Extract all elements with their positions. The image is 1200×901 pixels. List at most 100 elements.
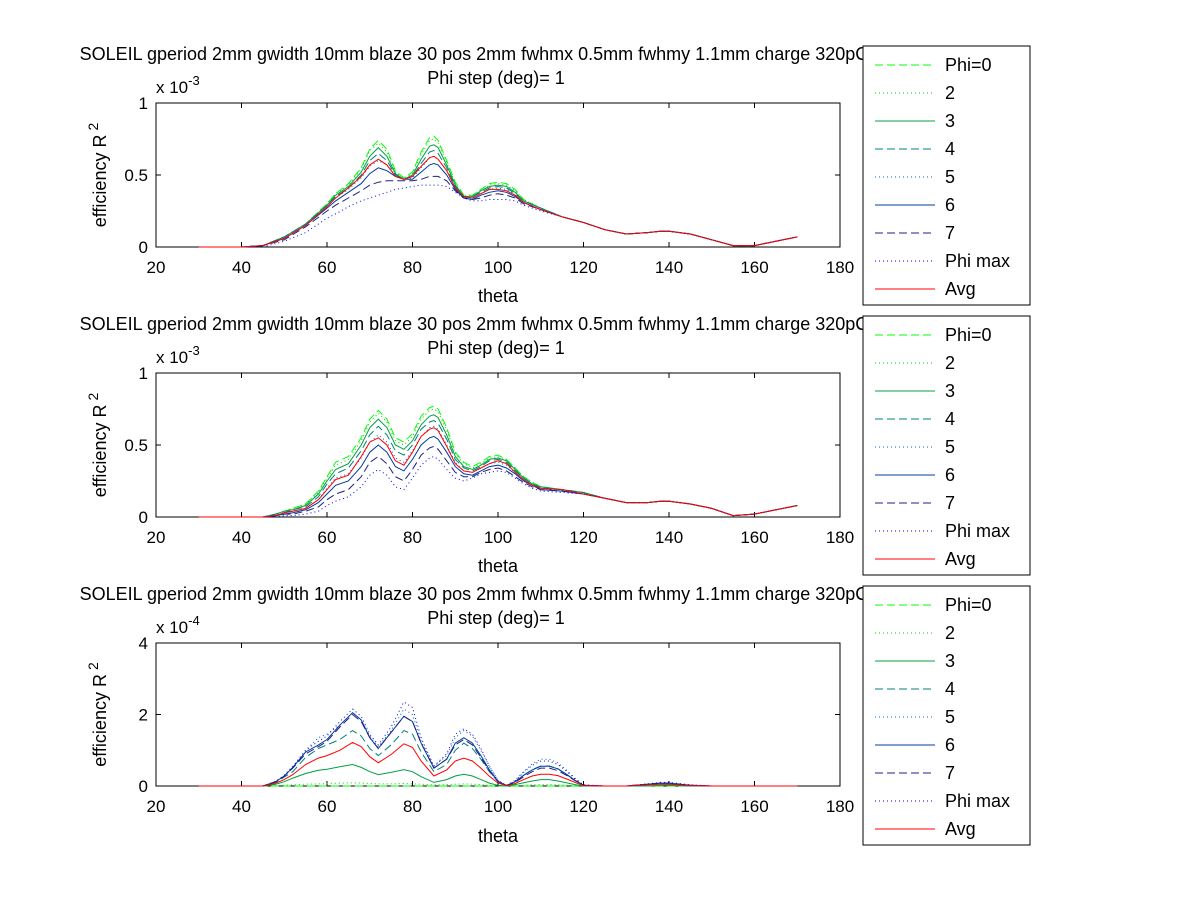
legend-label: 7 [945, 763, 955, 783]
series-line-avg [198, 741, 798, 787]
legend-label: 3 [945, 381, 955, 401]
x-tick-label: 120 [569, 528, 597, 547]
series-line-7 [198, 713, 798, 787]
series-line-avg [198, 427, 798, 518]
y-exponent-base: x 10 [156, 618, 188, 637]
plot-area [155, 642, 841, 787]
legend-label: 4 [945, 409, 955, 429]
series-line-4 [198, 419, 798, 518]
y-exponent-power: -4 [188, 613, 200, 628]
x-tick-label: 160 [740, 797, 768, 816]
x-tick-label: 140 [655, 528, 683, 547]
chart-title: SOLEIL gperiod 2mm gwidth 10mm blaze 30 … [80, 584, 1011, 604]
y-exponent-base: x 10 [156, 348, 188, 367]
x-tick-label: 160 [740, 528, 768, 547]
legend-label: Avg [945, 279, 976, 299]
series-line-3 [198, 763, 798, 787]
y-tick-label: 1 [139, 364, 148, 383]
y-axis-label-superscript: 2 [85, 662, 101, 670]
y-exponent-power: -3 [188, 343, 200, 358]
x-tick-label: 40 [232, 258, 251, 277]
x-tick-label: 40 [232, 528, 251, 547]
legend: Phi=0 2 3 4 5 6 7 Phi max Avg [862, 45, 1031, 306]
y-tick-label: 0.5 [124, 166, 148, 185]
legend-box [862, 315, 1031, 576]
x-tick-label: 80 [403, 528, 422, 547]
y-tick-label: 1 [139, 94, 148, 113]
legend-label: 2 [945, 83, 955, 103]
chart-panel-1: 20 40 60 80 100 120 140 160 180 0 0.5 1 x 10-3 theta e… [80, 44, 1031, 306]
y-axis-label-text: efficiency R [90, 674, 110, 767]
chart-subtitle: Phi step (deg)= 1 [427, 338, 565, 358]
legend-label: 4 [945, 679, 955, 699]
legend-label: Phi max [945, 791, 1010, 811]
legend-label: Phi=0 [945, 325, 992, 345]
x-tick-label: 180 [826, 528, 854, 547]
x-tick-label: 120 [569, 258, 597, 277]
legend-box [862, 585, 1031, 846]
y-axis-label: efficiency R 2 [85, 123, 110, 228]
y-tick-label: 2 [139, 706, 148, 725]
series-line-phi-0 [198, 405, 798, 518]
y-exponent-label: x 10-4 [156, 613, 200, 637]
legend-label: 2 [945, 353, 955, 373]
legend-label: 6 [945, 465, 955, 485]
series-line-5 [198, 708, 798, 787]
series-line-6 [198, 712, 798, 787]
y-tick-label: 4 [139, 634, 148, 653]
x-tick-label: 160 [740, 258, 768, 277]
legend-label: 4 [945, 139, 955, 159]
series-line-avg [198, 155, 798, 248]
legend-label: Phi=0 [945, 55, 992, 75]
y-exponent-base: x 10 [156, 78, 188, 97]
legend-label: 6 [945, 195, 955, 215]
series-line-phi-max [198, 184, 798, 248]
x-tick-label: 120 [569, 797, 597, 816]
legend-box [862, 45, 1031, 306]
y-axis-label-text: efficiency R [90, 135, 110, 228]
x-tick-label: 100 [484, 797, 512, 816]
x-tick-label: 40 [232, 797, 251, 816]
x-tick-label: 20 [147, 528, 166, 547]
x-tick-label: 140 [655, 797, 683, 816]
legend-label: Avg [945, 549, 976, 569]
y-axis-label-text: efficiency R [90, 405, 110, 498]
chart-subtitle: Phi step (deg)= 1 [427, 608, 565, 628]
y-axis-label-superscript: 2 [85, 123, 101, 131]
chart-panel-3: 20 40 60 80 100 120 140 160 180 0 2 4 x 10-4 theta eff… [80, 584, 1031, 846]
x-tick-label: 20 [147, 258, 166, 277]
x-tick-label: 100 [484, 258, 512, 277]
series-line-2 [198, 408, 798, 518]
x-tick-label: 60 [318, 528, 337, 547]
legend-label: 5 [945, 167, 955, 187]
legend-label: 6 [945, 735, 955, 755]
x-tick-label: 60 [318, 797, 337, 816]
y-tick-label: 0 [139, 508, 148, 527]
x-axis-label: theta [478, 556, 519, 576]
legend-label: 5 [945, 437, 955, 457]
x-tick-label: 20 [147, 797, 166, 816]
chart-title: SOLEIL gperiod 2mm gwidth 10mm blaze 30 … [80, 314, 1011, 334]
legend: Phi=0 2 3 4 5 6 7 Phi max Avg [862, 315, 1031, 576]
legend-label: 3 [945, 651, 955, 671]
legend-label: Phi max [945, 251, 1010, 271]
x-axis-label: theta [478, 286, 519, 306]
y-axis-label: efficiency R 2 [85, 393, 110, 498]
legend-label: 3 [945, 111, 955, 131]
y-tick-label: 0 [139, 777, 148, 796]
x-tick-label: 80 [403, 797, 422, 816]
legend-label: 7 [945, 223, 955, 243]
y-exponent-label: x 10-3 [156, 343, 200, 367]
y-exponent-power: -3 [188, 73, 200, 88]
x-tick-label: 60 [318, 258, 337, 277]
x-axis-label: theta [478, 826, 519, 846]
legend-label: Phi=0 [945, 595, 992, 615]
y-tick-label: 0.5 [124, 436, 148, 455]
x-tick-label: 100 [484, 528, 512, 547]
x-tick-label: 80 [403, 258, 422, 277]
legend-label: Phi max [945, 521, 1010, 541]
x-tick-label: 180 [826, 797, 854, 816]
y-exponent-label: x 10-3 [156, 73, 200, 97]
legend: Phi=0 2 3 4 5 6 7 Phi max Avg [862, 585, 1031, 846]
